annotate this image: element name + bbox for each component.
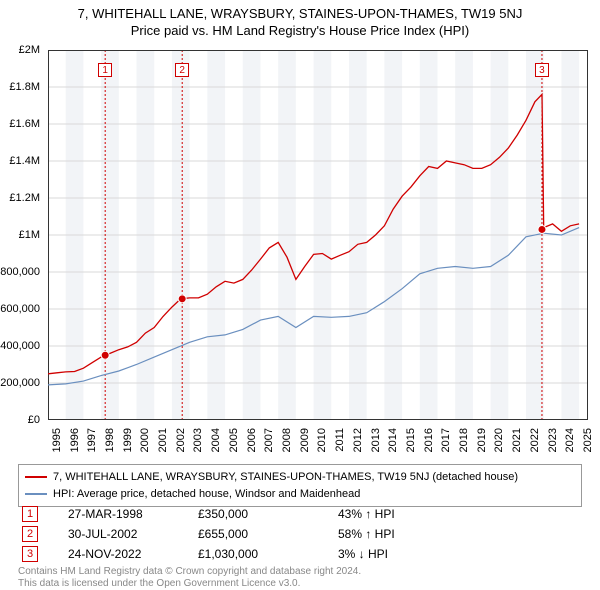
sale-marker-table: 127-MAR-1998£350,00043% ↑ HPI230-JUL-200…: [18, 504, 582, 564]
y-tick-label: £0: [28, 414, 40, 426]
sale-marker-row: 230-JUL-2002£655,00058% ↑ HPI: [18, 524, 582, 544]
x-tick-label: 2018: [458, 428, 470, 452]
sale-marker-row: 324-NOV-2022£1,030,0003% ↓ HPI: [18, 544, 582, 564]
x-tick-label: 2000: [139, 428, 151, 452]
x-tick-label: 1998: [104, 428, 116, 452]
x-tick-label: 2004: [210, 428, 222, 452]
x-tick-label: 2009: [299, 428, 311, 452]
sale-marker-index: 2: [22, 526, 38, 542]
x-tick-label: 2008: [281, 428, 293, 452]
sale-price: £350,000: [198, 507, 338, 521]
y-tick-label: £1.4M: [9, 155, 40, 167]
sale-marker-badge: 3: [535, 63, 549, 77]
chart-title-block: 7, WHITEHALL LANE, WRAYSBURY, STAINES-UP…: [0, 0, 600, 38]
x-tick-label: 2014: [387, 428, 399, 452]
chart-svg: [48, 50, 588, 420]
x-tick-label: 2017: [440, 428, 452, 452]
x-tick-label: 2003: [192, 428, 204, 452]
y-tick-label: £200,000: [0, 377, 40, 389]
chart-plot-area: [48, 50, 588, 420]
sale-price: £1,030,000: [198, 547, 338, 561]
x-tick-label: 2012: [352, 428, 364, 452]
chart-subtitle: Price paid vs. HM Land Registry's House …: [0, 23, 600, 38]
y-tick-label: £2M: [19, 44, 40, 56]
x-tick-label: 2019: [476, 428, 488, 452]
attribution-line: Contains HM Land Registry data © Crown c…: [18, 566, 582, 578]
legend-item-property: 7, WHITEHALL LANE, WRAYSBURY, STAINES-UP…: [25, 469, 575, 486]
sale-price: £655,000: [198, 527, 338, 541]
attribution: Contains HM Land Registry data © Crown c…: [18, 566, 582, 590]
x-axis: 1995 1996 1997 1998 1999 2000 2001 2002 2003 2004…: [48, 424, 588, 464]
y-tick-label: £600,000: [0, 303, 40, 315]
legend-swatch: [25, 476, 47, 478]
y-tick-label: £1M: [19, 229, 40, 241]
x-tick-label: 2016: [423, 428, 435, 452]
y-tick-label: £1.8M: [9, 81, 40, 93]
x-tick-label: 2013: [370, 428, 382, 452]
x-tick-label: 1995: [51, 428, 63, 452]
x-tick-label: 2025: [582, 428, 594, 452]
sale-date: 27-MAR-1998: [38, 507, 198, 521]
sale-marker-row: 127-MAR-1998£350,00043% ↑ HPI: [18, 504, 582, 524]
sale-marker-index: 1: [22, 506, 38, 522]
y-tick-label: £800,000: [0, 266, 40, 278]
sale-vs-hpi: 3% ↓ HPI: [338, 547, 518, 561]
x-tick-label: 2001: [157, 428, 169, 452]
x-tick-label: 1996: [69, 428, 81, 452]
x-tick-label: 2007: [263, 428, 275, 452]
legend-item-hpi: HPI: Average price, detached house, Wind…: [25, 486, 575, 503]
y-tick-label: £1.2M: [9, 192, 40, 204]
sale-marker-badge: 2: [175, 63, 189, 77]
sale-vs-hpi: 58% ↑ HPI: [338, 527, 518, 541]
chart-title: 7, WHITEHALL LANE, WRAYSBURY, STAINES-UP…: [0, 6, 600, 21]
x-tick-label: 2022: [529, 428, 541, 452]
x-tick-label: 2011: [334, 428, 346, 452]
x-tick-label: 2002: [175, 428, 187, 452]
sale-date: 30-JUL-2002: [38, 527, 198, 541]
x-tick-label: 2023: [547, 428, 559, 452]
x-tick-label: 2020: [493, 428, 505, 452]
legend-label: HPI: Average price, detached house, Wind…: [53, 486, 360, 503]
y-tick-label: £400,000: [0, 340, 40, 352]
sale-marker-index: 3: [22, 546, 38, 562]
y-axis: £0£200,000£400,000£600,000£800,000£1M£1.…: [0, 50, 44, 420]
x-tick-label: 2024: [564, 428, 576, 452]
sale-marker-badge: 1: [98, 63, 112, 77]
x-tick-label: 1999: [122, 428, 134, 452]
x-tick-label: 2005: [228, 428, 240, 452]
legend-swatch: [25, 493, 47, 495]
sale-vs-hpi: 43% ↑ HPI: [338, 507, 518, 521]
legend: 7, WHITEHALL LANE, WRAYSBURY, STAINES-UP…: [18, 464, 582, 507]
x-tick-label: 2015: [405, 428, 417, 452]
legend-label: 7, WHITEHALL LANE, WRAYSBURY, STAINES-UP…: [53, 469, 518, 486]
x-tick-label: 1997: [86, 428, 98, 452]
x-tick-label: 2010: [316, 428, 328, 452]
x-tick-label: 2021: [511, 428, 523, 452]
attribution-line: This data is licensed under the Open Gov…: [18, 578, 582, 590]
y-tick-label: £1.6M: [9, 118, 40, 130]
sale-date: 24-NOV-2022: [38, 547, 198, 561]
x-tick-label: 2006: [246, 428, 258, 452]
